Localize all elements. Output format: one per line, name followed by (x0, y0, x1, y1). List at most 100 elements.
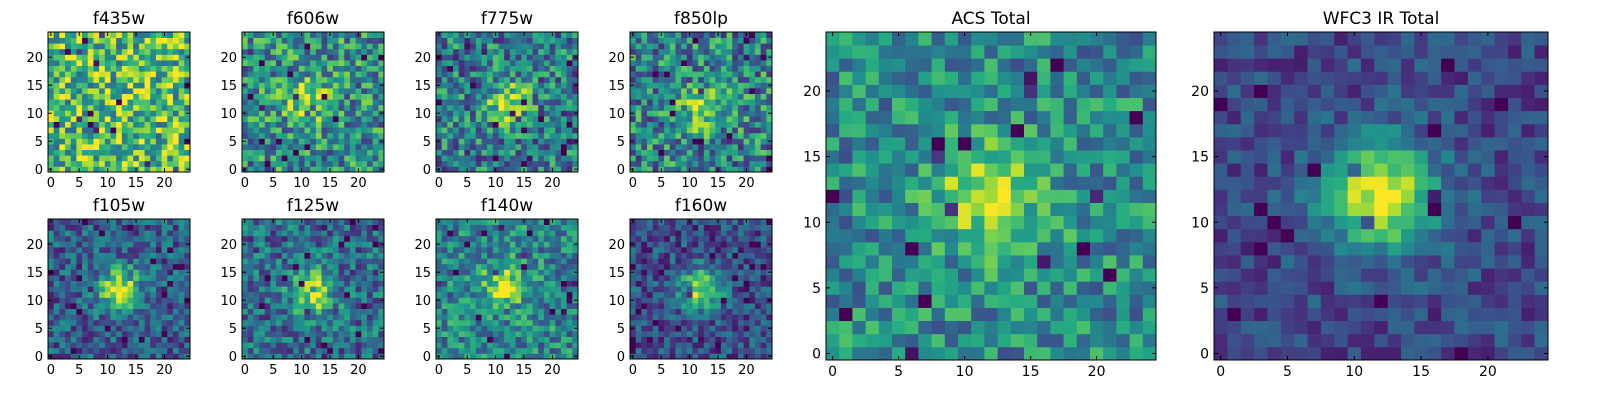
heatmap-cell (349, 275, 356, 281)
heatmap-cell (338, 280, 345, 287)
heatmap-cell (355, 347, 362, 354)
heatmap-cell (749, 275, 756, 281)
heatmap-cell (259, 138, 266, 145)
heatmap-cell (498, 247, 505, 253)
heatmap-cell (521, 303, 528, 309)
heatmap-cell (464, 224, 471, 231)
heatmap-cell (543, 32, 550, 38)
heatmap-cell (138, 235, 145, 242)
panel-title: f105w (93, 196, 145, 216)
heatmap-cell (76, 230, 83, 237)
heatmap-cell (509, 160, 516, 167)
heatmap-cell (366, 230, 374, 237)
heatmap-cell (298, 65, 305, 72)
heatmap-cell (526, 37, 533, 44)
heatmap-cell (458, 60, 465, 66)
heatmap-cell (355, 144, 362, 150)
heatmap-cell (270, 132, 277, 139)
heatmap-cell (281, 247, 288, 253)
heatmap-cell (93, 286, 100, 293)
heatmap-cell (470, 60, 477, 66)
heatmap-cell (766, 60, 773, 66)
heatmap-cell (70, 291, 77, 298)
heatmap-cell (59, 32, 66, 38)
heatmap-cell (242, 252, 249, 259)
heatmap-cell (127, 127, 134, 134)
heatmap-cell (133, 235, 140, 242)
heatmap-cell (155, 325, 162, 332)
heatmap-cell (178, 166, 185, 173)
heatmap-cell (338, 319, 345, 326)
heatmap-cell (475, 93, 482, 100)
heatmap-cell (475, 110, 482, 117)
heatmap-cell (647, 93, 654, 100)
heatmap-cell (566, 258, 573, 265)
heatmap-cell (526, 258, 533, 265)
heatmap-cell (647, 342, 654, 349)
heatmap-cell (321, 54, 328, 61)
heatmap-cell (652, 43, 659, 50)
heatmap-cell (93, 258, 100, 265)
heatmap-cell (378, 308, 385, 315)
y-tick-label: 20 (414, 238, 431, 253)
heatmap-cell (127, 336, 134, 343)
heatmap-cell (766, 331, 773, 337)
heatmap-cell (447, 144, 454, 150)
heatmap-cell (441, 303, 448, 309)
heatmap-cell (304, 230, 311, 237)
heatmap-cell (475, 54, 482, 61)
heatmap-cell (669, 99, 676, 106)
heatmap-cell (110, 308, 117, 315)
heatmap-cell (475, 71, 482, 78)
heatmap-cell (378, 235, 385, 242)
heatmap-cell (264, 303, 271, 309)
heatmap-cell (481, 144, 488, 150)
heatmap-cell (138, 76, 145, 83)
heatmap-cell (698, 138, 705, 145)
heatmap-cell (635, 76, 642, 83)
heatmap-cell (635, 82, 642, 89)
heatmap-cell (155, 280, 162, 287)
heatmap-cell (538, 219, 545, 225)
heatmap-cell (121, 280, 128, 287)
heatmap-cell (737, 291, 744, 298)
heatmap-cell (344, 219, 351, 225)
heatmap-cell (504, 258, 511, 265)
heatmap-cell (110, 88, 117, 94)
heatmap-cell (161, 286, 168, 293)
heatmap-cell (464, 121, 471, 128)
heatmap-cell (276, 235, 283, 242)
heatmap-cell (104, 258, 111, 265)
heatmap-cell (127, 76, 134, 83)
heatmap-cell (355, 155, 362, 162)
heatmap-cell (560, 127, 568, 134)
heatmap-cell (526, 230, 533, 237)
heatmap-cell (630, 43, 637, 50)
heatmap-cell (475, 269, 482, 276)
heatmap-cell (487, 132, 494, 139)
heatmap-cell (453, 325, 460, 332)
heatmap-cell (327, 93, 334, 100)
heatmap-cell (264, 54, 271, 61)
heatmap-cell (104, 286, 111, 293)
heatmap-cell (538, 269, 545, 276)
heatmap-cell (641, 37, 648, 44)
heatmap-cell (338, 127, 345, 134)
heatmap-cell (110, 93, 117, 100)
heatmap-cell (298, 99, 305, 106)
heatmap-cell (161, 104, 168, 111)
heatmap-cell (549, 308, 556, 315)
heatmap-cell (82, 336, 89, 343)
heatmap-cell (332, 241, 339, 248)
heatmap-cell (464, 104, 471, 111)
heatmap-cell (121, 149, 128, 156)
heatmap-cell (172, 82, 180, 89)
heatmap-cell (515, 241, 522, 248)
heatmap-cell (172, 263, 180, 270)
heatmap-cell (293, 127, 300, 134)
heatmap-cell (630, 160, 637, 167)
heatmap-cell (150, 110, 157, 117)
heatmap-cell (104, 252, 111, 259)
